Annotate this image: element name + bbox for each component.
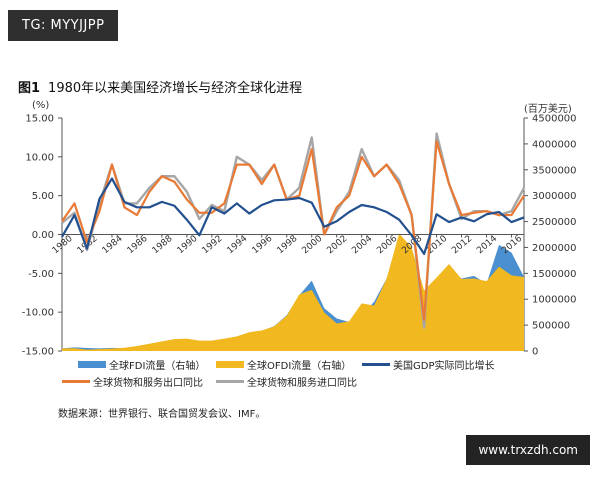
ofdi-area — [62, 233, 524, 351]
watermark-top: TG: MYYJJPP — [8, 10, 119, 41]
x-axis-tick-label: 1994 — [226, 234, 250, 257]
left-axis-tick-label: 15.00 — [25, 114, 54, 125]
figure-title: 图1 1980年以来美国经济增长与经济全球化进程 — [18, 77, 302, 96]
x-axis-tick-label: 1998 — [275, 234, 299, 257]
export-line — [61, 140, 525, 322]
right-axis-tick-label: 3000000 — [532, 191, 577, 202]
right-axis-unit: (百万美元) — [524, 104, 572, 115]
left-axis-tick-label: -15.00 — [22, 347, 54, 358]
right-axis-tick-label: 2500000 — [532, 217, 577, 228]
x-axis-tick-label: 2000 — [300, 234, 324, 257]
right-axis-tick-label: 0 — [532, 347, 538, 358]
x-axis-tick-label: 1996 — [251, 234, 275, 257]
right-axis-tick-label: 4500000 — [532, 114, 577, 125]
data-source-note: 数据来源：世界银行、联合国贸发会议、IMF。 — [58, 409, 266, 420]
x-axis-tick-label: 2014 — [475, 234, 499, 257]
left-axis-tick-label: -5.00 — [28, 269, 54, 280]
x-axis-tick-label: 1992 — [201, 234, 225, 256]
gdp-line — [61, 177, 525, 256]
right-axis-tick-label: 3500000 — [532, 165, 577, 176]
right-axis-tick-label: 2000000 — [532, 243, 577, 254]
left-axis-tick-label: 5.00 — [32, 191, 54, 202]
figure-number: 图1 — [18, 81, 41, 96]
x-axis-tick-label: 2002 — [325, 234, 349, 256]
x-axis-tick-label: 1988 — [151, 234, 175, 257]
left-axis-tick-label: -10.00 — [22, 308, 54, 319]
x-axis-tick-label: 1990 — [176, 234, 200, 257]
x-axis-tick-label: 1984 — [101, 234, 125, 257]
left-axis-tick-label: 10.00 — [25, 152, 54, 163]
x-axis-tick-label: 2004 — [350, 234, 374, 257]
left-axis-unit: (%) — [32, 100, 50, 111]
right-axis-tick-label: 500000 — [532, 321, 570, 332]
watermark-bottom: www.trxzdh.com — [466, 435, 590, 465]
x-axis-tick-label: 1986 — [126, 234, 150, 257]
right-axis-tick-label: 1000000 — [532, 295, 577, 306]
figure-title-text: 1980年以来美国经济增长与经济全球化进程 — [48, 81, 303, 96]
right-axis-tick-label: 1500000 — [532, 269, 577, 280]
x-axis-tick-label: 2012 — [450, 234, 474, 256]
x-axis-tick-label: 2016 — [500, 234, 524, 257]
right-axis-tick-label: 4000000 — [532, 139, 577, 150]
left-axis-tick-label: 0.00 — [32, 230, 54, 241]
